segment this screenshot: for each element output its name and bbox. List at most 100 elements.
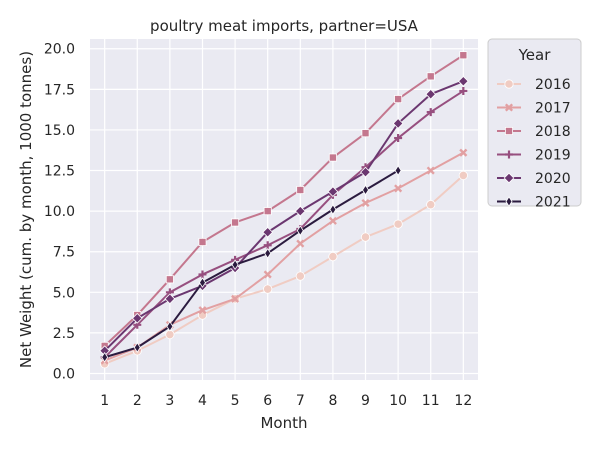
data-point-2021 [101,351,109,363]
legend-item-2021: 2021 [497,195,571,211]
data-point-2016 [426,200,436,210]
y-tick-label: 2.5 [53,326,75,342]
data-point-2020 [360,166,371,178]
data-point-2021 [199,277,206,288]
y-tick-label: 17.5 [44,82,75,98]
legend-label: 2020 [535,171,571,187]
series-2017 [100,148,468,365]
data-point-2018 [361,129,370,138]
x-tick-label: 4 [198,393,207,409]
series-line-2021 [104,169,399,359]
series-line-2020 [103,80,464,352]
x-tick-label: 11 [422,393,440,409]
data-point-2021 [166,321,174,332]
data-point-2018 [198,237,207,246]
data-point-2021 [296,225,304,236]
data-point-2020 [425,88,437,100]
data-point-2018 [459,51,468,60]
y-tick-label: 5.0 [53,285,75,301]
y-axis-title: Net Weight (cum. by month, 1000 tonnes) [17,51,35,368]
data-point-2020 [294,205,306,217]
series-line-2016 [104,174,464,365]
y-tick-label: 0.0 [53,367,75,383]
x-tick-label: 1 [100,393,109,409]
data-point-2016 [458,170,468,180]
legend-marker [505,150,513,159]
legend-label: 2021 [535,195,571,211]
series-layer [99,51,469,369]
data-point-2020 [131,312,143,324]
data-point-2016 [393,219,403,229]
data-point-2021 [394,165,402,176]
data-point-2020 [262,226,274,238]
series-2021 [101,165,402,363]
legend: Year 2016 2017 2018 2019 2020 2021 [487,38,582,211]
legend-item-2018: 2018 [497,124,571,140]
x-tick-label: 2 [133,393,142,409]
tick-labels: 1 2 3 4 5 6 7 8 9 10 11 120.02.55.07.510.012.515.01… [44,42,472,409]
series-line-2017 [104,151,464,362]
plot-area [90,39,478,380]
data-point-2021 [329,204,337,215]
data-point-2021 [362,184,369,196]
data-point-2019 [459,86,468,95]
y-tick-label: 15.0 [44,123,75,139]
legend-marker [504,79,514,89]
series-line-2019 [103,90,464,358]
data-point-2018 [165,275,174,284]
data-point-2017 [231,294,240,303]
data-point-2018 [426,72,435,81]
legend-label: 2017 [535,101,571,117]
data-point-2017 [459,148,468,157]
chart-title: poultry meat imports, partner=USA [150,17,419,35]
data-point-2017 [263,270,272,279]
data-point-2019 [263,241,272,250]
data-point-2018 [328,153,337,162]
data-point-2016 [360,232,371,242]
legend-label: 2016 [535,77,571,93]
data-point-2018 [231,218,240,227]
data-point-2021 [231,259,239,271]
data-point-2017 [426,166,435,175]
data-point-2019 [426,108,435,117]
legend-label: 2018 [535,124,571,140]
x-tick-label: 6 [263,393,272,409]
x-tick-label: 12 [454,393,472,409]
legend-label: 2019 [535,148,571,164]
data-point-2017 [328,216,337,225]
data-point-2016 [295,271,305,281]
legend-title: Year [518,46,552,64]
legend-item-2019: 2019 [497,148,571,164]
data-point-2019 [394,134,403,143]
data-point-2016 [263,284,273,294]
data-point-2017 [394,184,403,193]
x-axis-title: Month [260,414,307,432]
y-tick-label: 20.0 [44,42,75,58]
data-point-2017 [296,239,305,248]
legend-item-2017: 2017 [497,101,571,117]
x-tick-label: 10 [389,393,407,409]
data-point-2018 [296,186,305,195]
x-tick-label: 9 [361,393,370,409]
data-point-2020 [164,293,176,305]
y-tick-label: 10.0 [44,204,75,220]
x-tick-label: 3 [165,393,174,409]
data-point-2020 [457,75,469,87]
legend-item-2020: 2020 [497,171,571,187]
series-2020 [99,75,469,357]
data-point-2021 [264,248,272,259]
data-point-2020 [392,118,404,129]
data-point-2018 [394,95,403,104]
data-point-2018 [263,207,272,216]
legend-marker [505,196,513,207]
legend-item-2016: 2016 [497,77,571,93]
data-point-2020 [327,186,339,198]
x-tick-label: 7 [296,393,305,409]
data-point-2019 [198,270,207,279]
data-point-2017 [361,198,370,208]
data-point-2016 [328,251,338,262]
legend-marker [504,127,513,136]
legend-marker [503,172,515,184]
legend-marker [504,103,514,112]
